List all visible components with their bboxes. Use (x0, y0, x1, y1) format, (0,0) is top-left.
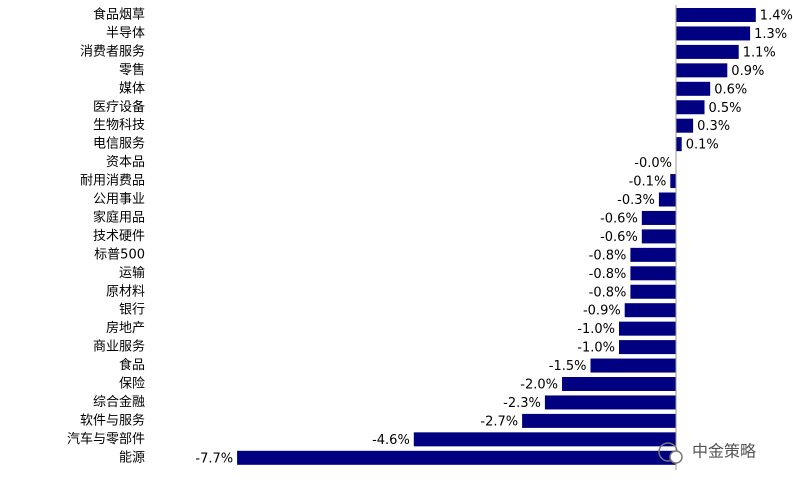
data-label: 0.5% (709, 101, 742, 116)
bar (641, 210, 676, 225)
bar (670, 174, 676, 189)
data-label: -0.6% (600, 230, 638, 245)
data-label: -0.3% (617, 193, 655, 208)
bar (590, 358, 676, 373)
y-tick-label: 原材料 (106, 284, 145, 299)
data-label: 0.3% (697, 119, 730, 134)
data-label: -0.6% (600, 211, 638, 226)
data-label: 1.1% (743, 45, 776, 60)
bar (676, 118, 694, 133)
bar (413, 432, 676, 447)
y-tick-label: 技术硬件 (93, 229, 145, 244)
y-tick-label: 消费者服务 (80, 43, 145, 59)
y-tick-label: 标普500 (94, 247, 145, 262)
y-tick-label: 公用事业 (93, 192, 145, 207)
y-tick-label: 媒体 (119, 81, 145, 96)
data-label: 0.1% (686, 138, 719, 153)
bar (630, 266, 676, 281)
watermark: 中金策略 (658, 442, 756, 464)
bar (619, 340, 676, 355)
bar (630, 284, 676, 299)
watermark-icon (669, 450, 683, 464)
data-label: -2.3% (503, 396, 541, 411)
data-label: -2.0% (520, 378, 558, 393)
bar (676, 44, 739, 59)
data-label: -0.8% (589, 285, 627, 300)
data-label: 0.6% (714, 82, 747, 97)
data-label: 1.3% (754, 27, 787, 42)
bar (658, 192, 676, 207)
y-tick-label: 汽车与零部件 (67, 431, 145, 447)
y-tick-label: 能源 (119, 450, 145, 465)
bar (676, 100, 705, 115)
y-tick-label: 耐用消费品 (80, 174, 145, 189)
data-label: -7.7% (195, 451, 233, 466)
data-label: -1.5% (549, 359, 587, 374)
y-tick-label: 家庭用品 (93, 209, 145, 225)
y-tick-label: 运输 (119, 265, 145, 281)
bar (676, 137, 682, 152)
data-label: 1.4% (760, 9, 793, 24)
bar (676, 81, 711, 96)
y-tick-label: 半导体 (106, 26, 145, 41)
y-tick-label: 零售 (119, 62, 145, 78)
data-label: -4.6% (372, 433, 410, 448)
bar (544, 395, 676, 410)
y-tick-label: 保险 (119, 377, 145, 392)
y-tick-label: 食品 (119, 357, 145, 373)
data-label: -0.8% (589, 267, 627, 282)
bar (676, 8, 756, 22)
bar (630, 247, 676, 262)
data-label: 0.9% (731, 64, 764, 79)
data-label: -1.0% (577, 322, 615, 337)
bar (522, 413, 676, 428)
y-tick-label: 软件与服务 (80, 412, 145, 428)
y-tick-label: 电信服务 (93, 136, 145, 152)
data-label: -0.0% (634, 156, 672, 171)
data-label: -0.9% (583, 304, 621, 319)
y-tick-label: 房地产 (106, 320, 145, 336)
y-tick-label: 银行 (119, 303, 145, 318)
data-label: -0.8% (589, 248, 627, 263)
bar (619, 321, 676, 336)
bar (641, 229, 676, 244)
y-tick-label: 生物科技 (93, 118, 145, 133)
y-tick-label: 商业服务 (93, 339, 145, 355)
bar (237, 450, 676, 465)
y-tick-label: 食品烟草 (93, 7, 145, 23)
data-label: -1.0% (577, 341, 615, 356)
data-label: -0.1% (629, 175, 667, 190)
bar (624, 303, 676, 318)
bar (676, 63, 728, 78)
bar (562, 377, 676, 391)
data-label: -2.7% (480, 414, 518, 429)
watermark-text: 中金策略 (692, 442, 756, 461)
y-tick-label: 资本品 (106, 155, 145, 170)
bar (676, 26, 751, 41)
y-tick-label: 综合金融 (93, 394, 145, 410)
y-tick-label: 医疗设备 (93, 99, 145, 115)
